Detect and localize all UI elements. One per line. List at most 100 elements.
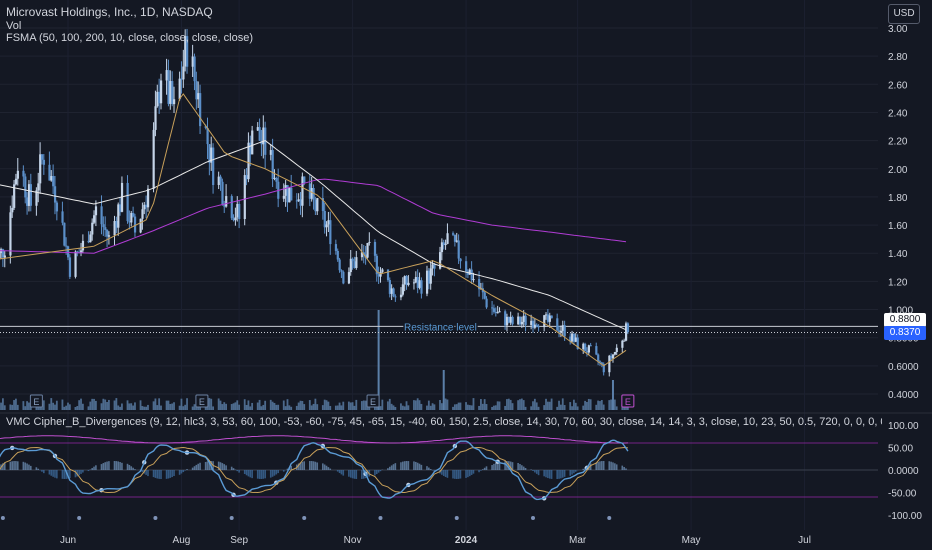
currency-button[interactable]: USD xyxy=(888,4,920,24)
candle-body xyxy=(465,261,468,272)
money-flow-bar xyxy=(459,470,462,479)
volume-bar xyxy=(143,406,146,410)
money-flow-bar xyxy=(28,464,30,470)
money-flow-bar xyxy=(405,461,408,470)
candle-body xyxy=(587,345,590,353)
volume-bar xyxy=(93,398,95,410)
candle-body xyxy=(182,66,185,80)
money-flow-bar xyxy=(108,461,110,470)
volume-bar xyxy=(589,399,592,410)
candle-body xyxy=(247,142,250,180)
money-flow-bar xyxy=(621,465,624,470)
volume-bar xyxy=(511,403,514,410)
candle-body xyxy=(115,220,118,228)
money-flow-bar xyxy=(558,470,560,479)
volume-bar xyxy=(336,405,339,410)
volume-bar xyxy=(299,400,302,410)
volume-bar xyxy=(173,402,175,410)
candle-body xyxy=(52,176,55,187)
money-flow-bar xyxy=(407,461,410,470)
candle-body xyxy=(368,241,371,243)
money-flow-bar xyxy=(69,470,71,479)
money-flow-bar xyxy=(338,470,341,474)
money-flow-bar xyxy=(316,462,319,470)
money-flow-bar xyxy=(413,461,415,470)
volume-bar xyxy=(230,404,233,410)
volume-bar xyxy=(221,404,224,410)
volume-bar xyxy=(126,400,129,410)
volume-bar xyxy=(433,404,436,410)
money-flow-bar xyxy=(191,467,194,470)
divergence-dot xyxy=(77,516,82,520)
candle-body xyxy=(50,176,53,181)
volume-bar xyxy=(615,406,618,410)
candle-body xyxy=(584,343,587,352)
candle-body xyxy=(394,296,397,298)
volume-bar xyxy=(533,398,536,410)
candle-body xyxy=(537,326,540,328)
money-flow-bar xyxy=(297,463,300,470)
volume-bar xyxy=(506,399,508,410)
money-flow-bar xyxy=(452,470,454,479)
volume-bar xyxy=(139,400,142,410)
candle-body xyxy=(288,187,291,203)
volume-bar xyxy=(453,404,456,410)
volume-bar xyxy=(234,402,237,410)
volume-bar xyxy=(550,398,553,410)
volume-bar xyxy=(599,401,601,410)
volume-bar xyxy=(472,398,475,410)
divergence-dot xyxy=(531,516,535,520)
money-flow-bar xyxy=(199,462,201,470)
money-flow-bar xyxy=(534,470,536,473)
candle-body xyxy=(485,298,488,308)
volume-bar xyxy=(186,398,188,410)
money-flow-bar xyxy=(102,463,105,470)
volume-bar xyxy=(106,402,108,410)
candle-body xyxy=(67,246,70,258)
volume-bar xyxy=(113,400,116,410)
candle-body xyxy=(117,204,120,228)
candle-body xyxy=(401,284,404,295)
candle-body xyxy=(416,277,419,288)
volume-bar xyxy=(301,401,304,410)
candle-body xyxy=(563,325,566,337)
osc-tick-label: -50.00 xyxy=(888,489,917,500)
candle-body xyxy=(68,257,72,277)
money-flow-bar xyxy=(416,462,419,470)
money-flow-bar xyxy=(299,462,302,470)
money-flow-bar xyxy=(573,470,575,474)
money-flow-bar xyxy=(480,470,482,471)
money-flow-bar xyxy=(54,470,56,478)
osc-tick-label: 50.00 xyxy=(888,444,913,455)
volume-bar xyxy=(457,402,460,410)
money-flow-bar xyxy=(615,464,618,470)
candle-body xyxy=(63,222,66,246)
money-flow-bar xyxy=(582,468,585,470)
money-flow-bar xyxy=(387,468,389,470)
volume-bar xyxy=(11,404,14,410)
volume-bar xyxy=(184,404,187,410)
volume-bar xyxy=(608,400,611,410)
money-flow-bar xyxy=(61,470,64,479)
volume-bar xyxy=(465,402,467,410)
candle-body xyxy=(610,355,613,359)
candle-body xyxy=(65,245,68,247)
volume-bar xyxy=(329,405,332,410)
money-flow-bar xyxy=(117,461,120,470)
volume-bar xyxy=(338,402,341,410)
money-flow-bar xyxy=(169,470,172,478)
candle-body xyxy=(245,175,248,180)
volume-bar xyxy=(626,406,629,410)
time-tick-label: Mar xyxy=(569,535,587,546)
volume-bar xyxy=(560,404,562,410)
money-flow-bar xyxy=(303,461,306,470)
volume-bar xyxy=(68,404,71,410)
money-flow-bar xyxy=(574,470,577,472)
candle-body xyxy=(165,70,168,81)
volume-bar xyxy=(119,406,121,410)
divergence-dot xyxy=(0,516,5,520)
money-flow-bar xyxy=(269,470,272,478)
volume-bar xyxy=(413,400,415,410)
money-flow-bar xyxy=(601,461,603,470)
earnings-badge xyxy=(195,394,209,408)
